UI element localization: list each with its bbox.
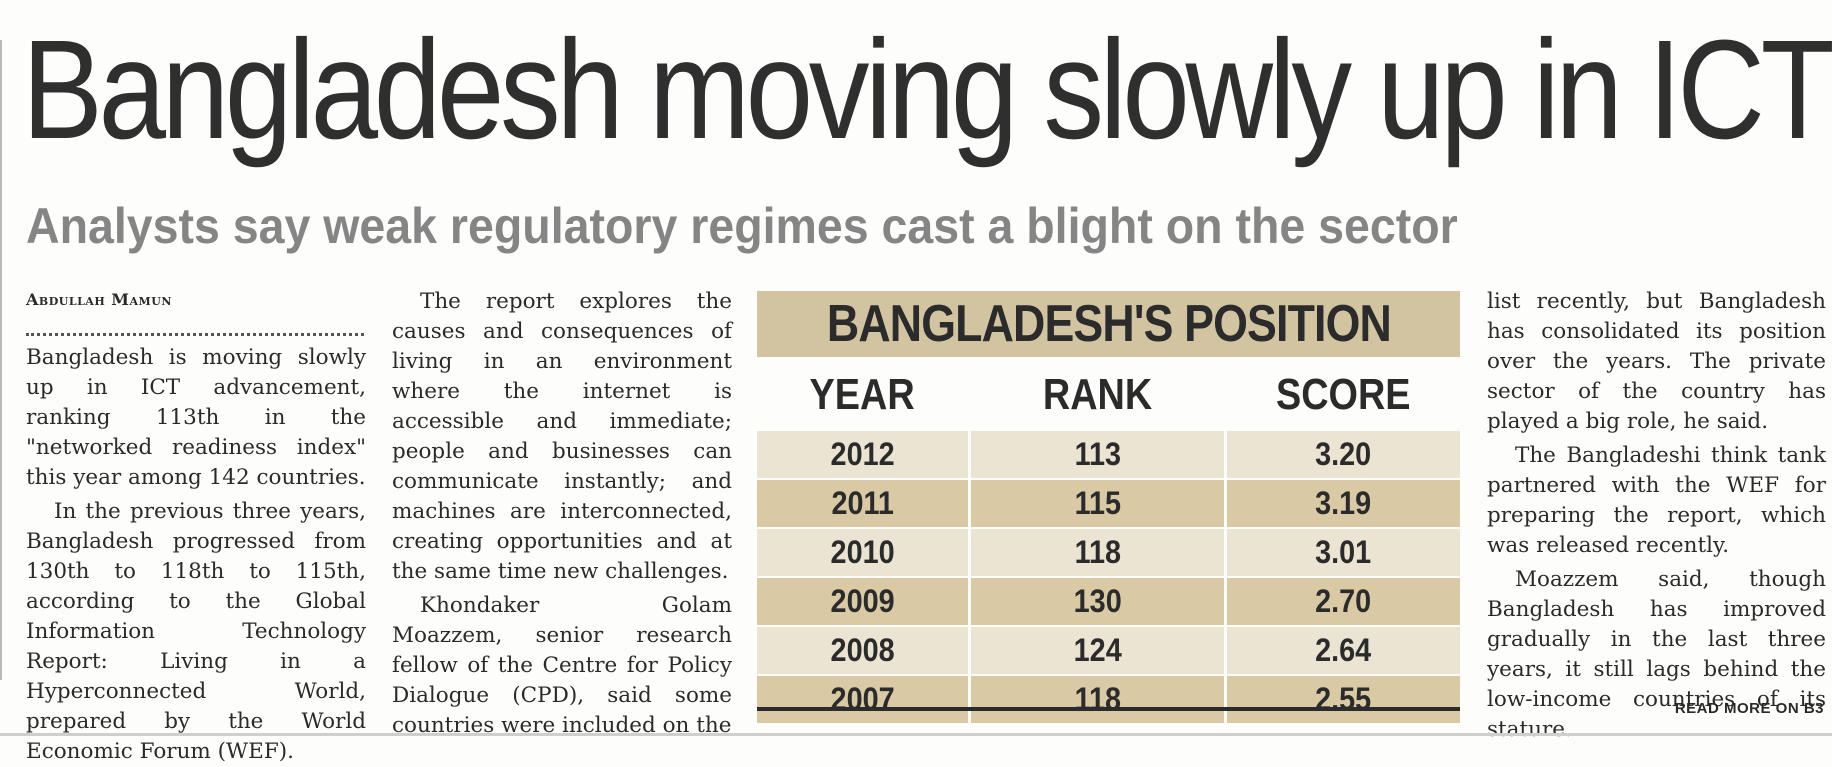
article-column-2: The report explores the causes and conse… <box>392 287 732 741</box>
headline: Bangladesh moving slowly up in ICT <box>22 10 1832 168</box>
table-row: 2009 130 2.70 <box>757 578 1460 625</box>
position-table: BANGLADESH'S POSITION YEAR RANK SCORE 20… <box>757 291 1460 723</box>
table-title: BANGLADESH'S POSITION <box>757 291 1460 357</box>
byline: Abdullah Mamun <box>26 290 172 309</box>
cell-year: 2012 <box>757 431 968 478</box>
table-header-score: SCORE <box>1276 370 1411 419</box>
table-header-rank: RANK <box>1042 370 1153 419</box>
cell-score: 2.55 <box>1227 676 1460 723</box>
table-row: 2008 124 2.64 <box>757 627 1460 674</box>
table-bottom-rule <box>757 707 1460 711</box>
cell-rank: 113 <box>971 431 1224 478</box>
cell-score: 2.64 <box>1227 627 1460 674</box>
article-column-4: list recently, but Bangladesh has consol… <box>1487 287 1826 745</box>
paragraph: Moazzem said, though Bangladesh has impr… <box>1487 567 1826 742</box>
bottom-rule <box>0 733 1832 736</box>
byline-divider <box>26 333 364 336</box>
subheadline: Analysts say weak regulatory regimes cas… <box>26 198 1458 254</box>
table-row: 2011 115 3.19 <box>757 480 1460 527</box>
cell-year: 2009 <box>757 578 968 625</box>
cell-rank: 118 <box>971 529 1224 576</box>
table-header-row: YEAR RANK SCORE <box>757 367 1460 423</box>
cell-rank: 118 <box>971 676 1224 723</box>
table-row: 2012 113 3.20 <box>757 431 1460 478</box>
cell-rank: 115 <box>971 480 1224 527</box>
cell-score: 2.70 <box>1227 578 1460 625</box>
paragraph: The Bangladeshi think tank partnered wit… <box>1487 443 1826 558</box>
cell-year: 2010 <box>757 529 968 576</box>
table-body: 2012 113 3.20 2011 115 3.19 2010 118 3.0… <box>757 431 1460 725</box>
table-header-year: YEAR <box>809 370 916 419</box>
cell-year: 2011 <box>757 480 968 527</box>
cell-rank: 124 <box>971 627 1224 674</box>
cell-score: 3.20 <box>1227 431 1460 478</box>
paragraph: In the previous three years, Bangladesh … <box>26 499 366 764</box>
cell-year: 2007 <box>757 676 968 723</box>
cell-score: 3.01 <box>1227 529 1460 576</box>
article-column-1: Bangladesh is moving slowly up in ICT ad… <box>26 343 366 767</box>
cell-score: 3.19 <box>1227 480 1460 527</box>
table-row: 2010 118 3.01 <box>757 529 1460 576</box>
cell-rank: 130 <box>971 578 1224 625</box>
paragraph: Khondaker Golam Moazzem, senior research… <box>392 593 732 738</box>
cell-year: 2008 <box>757 627 968 674</box>
paragraph: Bangladesh is moving slowly up in ICT ad… <box>26 345 366 490</box>
table-row: 2007 118 2.55 <box>757 676 1460 723</box>
left-margin-rule <box>0 40 2 680</box>
paragraph: list recently, but Bangladesh has consol… <box>1487 289 1826 434</box>
paragraph: The report explores the causes and conse… <box>392 289 732 584</box>
read-more-link[interactable]: READ MORE ON B3 <box>1674 700 1824 717</box>
